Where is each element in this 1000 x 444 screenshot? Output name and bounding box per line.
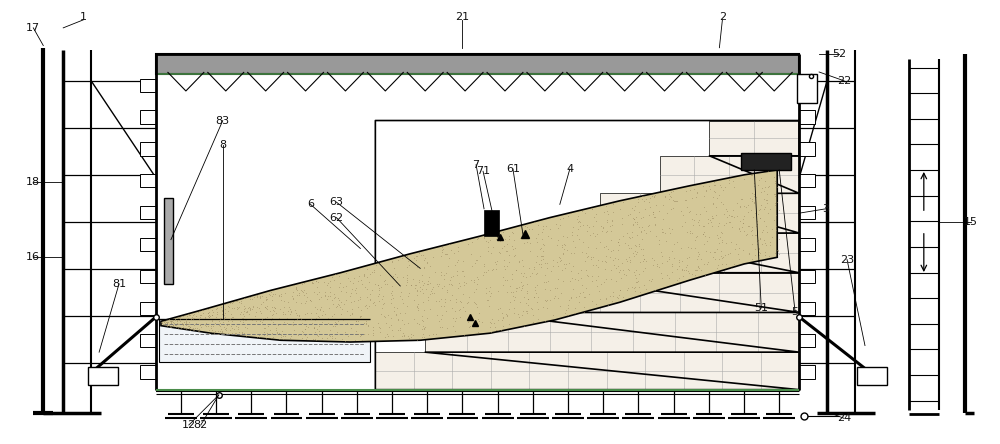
Text: 62: 62 <box>329 213 344 222</box>
Text: 81: 81 <box>112 279 126 289</box>
Bar <box>88 367 118 385</box>
Text: 21: 21 <box>455 12 469 22</box>
Bar <box>799 111 815 124</box>
Bar <box>140 333 156 347</box>
Bar <box>480 273 799 313</box>
Bar <box>799 238 815 251</box>
Text: 6: 6 <box>307 199 314 210</box>
Text: 61: 61 <box>506 164 520 174</box>
Text: 5: 5 <box>792 307 799 317</box>
Bar <box>660 156 799 193</box>
Bar <box>799 301 815 315</box>
Text: 3: 3 <box>823 204 830 214</box>
Text: 12: 12 <box>182 420 196 430</box>
Text: 23: 23 <box>840 254 854 265</box>
Text: 15: 15 <box>964 217 978 227</box>
Text: 24: 24 <box>837 413 851 423</box>
Text: 17: 17 <box>26 23 40 33</box>
Bar <box>741 153 791 170</box>
Bar <box>140 270 156 283</box>
Bar <box>799 270 815 283</box>
Bar <box>484 210 499 236</box>
Bar <box>159 319 370 362</box>
Bar <box>799 174 815 187</box>
Text: 83: 83 <box>216 115 230 126</box>
Text: 63: 63 <box>329 197 343 207</box>
Bar <box>156 54 799 390</box>
Bar <box>140 206 156 219</box>
Bar <box>797 74 817 103</box>
Bar <box>140 111 156 124</box>
Text: 4: 4 <box>566 164 573 174</box>
Bar <box>156 54 799 74</box>
Bar <box>164 198 173 284</box>
Bar <box>799 79 815 92</box>
Text: 8: 8 <box>219 140 226 150</box>
Text: 22: 22 <box>837 76 851 86</box>
Text: 52: 52 <box>832 49 846 59</box>
Bar <box>425 313 799 352</box>
Bar <box>799 333 815 347</box>
Bar <box>709 120 799 156</box>
Text: 7: 7 <box>473 160 480 170</box>
Text: 71: 71 <box>476 166 490 176</box>
Text: 1: 1 <box>80 12 87 22</box>
Bar <box>140 79 156 92</box>
Bar <box>600 193 799 233</box>
Bar <box>375 352 799 390</box>
Text: 18: 18 <box>26 177 40 187</box>
Text: 16: 16 <box>26 252 40 262</box>
Bar <box>140 143 156 155</box>
Bar <box>799 365 815 379</box>
Bar <box>535 233 799 273</box>
Text: 51: 51 <box>754 303 768 313</box>
Text: 2: 2 <box>719 12 726 22</box>
Bar <box>799 206 815 219</box>
Bar <box>857 367 887 385</box>
Bar <box>140 238 156 251</box>
Polygon shape <box>161 170 777 342</box>
Bar <box>140 365 156 379</box>
Bar <box>140 174 156 187</box>
Bar <box>799 143 815 155</box>
Text: 82: 82 <box>194 420 208 430</box>
Bar <box>140 301 156 315</box>
